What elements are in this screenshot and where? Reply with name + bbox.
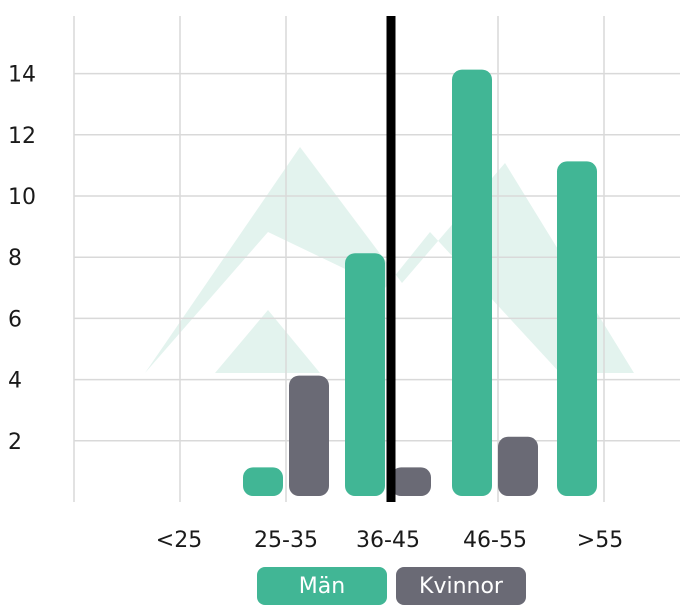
x-tick-label: >55	[577, 528, 623, 553]
legend-item-kvinnor: Kvinnor	[396, 567, 526, 605]
y-axis-ticks: 2 4 6 8 10 12 14	[8, 63, 36, 455]
x-tick-label: 36-45	[356, 528, 420, 553]
bars	[243, 69, 597, 496]
bar-man-25-35	[243, 467, 283, 496]
y-tick-label: 6	[8, 307, 22, 332]
y-tick-label: 8	[8, 246, 22, 271]
legend-label-kvinnor: Kvinnor	[419, 573, 503, 599]
y-tick-label: 4	[8, 369, 22, 394]
y-tick-label: 2	[8, 430, 22, 455]
bar-man-46-55	[452, 69, 492, 496]
watermark-mountain	[145, 147, 634, 373]
bar-kvinnor-46-55	[498, 436, 538, 496]
x-axis-ticks: <25 25-35 36-45 46-55 >55	[156, 528, 623, 553]
x-tick-label: 25-35	[254, 528, 318, 553]
legend-label-man: Män	[298, 573, 346, 599]
y-tick-label: 12	[8, 124, 36, 149]
x-tick-label: 46-55	[463, 528, 527, 553]
bar-kvinnor-36-45	[391, 467, 431, 496]
legend-item-man: Män	[257, 567, 387, 605]
x-tick-label: <25	[156, 528, 202, 553]
bar-man->55	[557, 161, 597, 496]
bar-kvinnor-25-35	[289, 375, 329, 496]
y-tick-label: 14	[8, 63, 36, 88]
watermark-peak	[215, 310, 320, 373]
y-tick-label: 10	[8, 185, 36, 210]
bar-man-36-45	[345, 253, 385, 496]
mountain-watermark-logo	[145, 147, 634, 373]
